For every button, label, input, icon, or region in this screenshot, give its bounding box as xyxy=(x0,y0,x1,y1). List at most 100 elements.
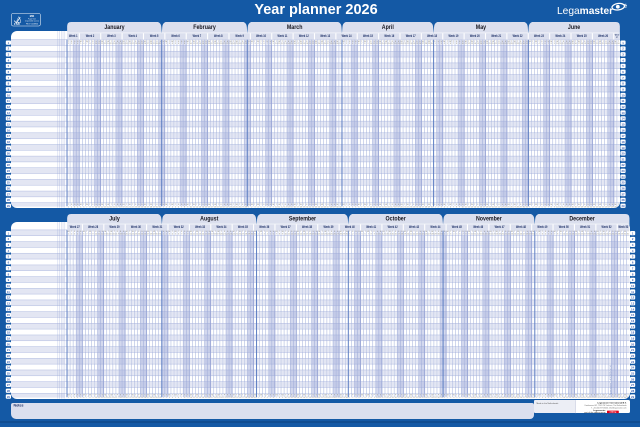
svg-text:26: 26 xyxy=(631,377,635,381)
svg-text:8: 8 xyxy=(89,43,91,45)
svg-text:6: 6 xyxy=(450,43,452,45)
svg-text:7: 7 xyxy=(86,206,88,207)
svg-text:21: 21 xyxy=(410,397,413,399)
svg-text:10: 10 xyxy=(556,43,559,45)
svg-text:Week 9: Week 9 xyxy=(235,34,244,39)
svg-text:14: 14 xyxy=(575,234,578,236)
svg-text:12: 12 xyxy=(562,43,565,45)
svg-text:18: 18 xyxy=(486,43,489,45)
svg-text:5: 5 xyxy=(542,43,544,45)
svg-text:2: 2 xyxy=(251,206,253,207)
svg-text:23: 23 xyxy=(229,234,232,236)
svg-text:31: 31 xyxy=(159,206,162,207)
svg-text:19: 19 xyxy=(122,43,125,45)
svg-text:19: 19 xyxy=(621,146,625,150)
svg-text:23: 23 xyxy=(135,43,138,45)
svg-text:18: 18 xyxy=(394,43,397,45)
svg-text:28: 28 xyxy=(150,234,153,236)
svg-text:26: 26 xyxy=(612,397,615,399)
svg-text:15: 15 xyxy=(7,122,11,126)
svg-text:1: 1 xyxy=(8,41,10,45)
svg-text:10: 10 xyxy=(95,234,98,236)
svg-text:12: 12 xyxy=(382,234,385,236)
svg-text:9: 9 xyxy=(554,206,556,207)
svg-text:26: 26 xyxy=(419,206,422,207)
svg-text:18: 18 xyxy=(119,43,122,45)
svg-text:20: 20 xyxy=(400,206,403,207)
svg-text:2: 2 xyxy=(447,234,449,236)
svg-text:3: 3 xyxy=(349,206,351,207)
svg-text:5: 5 xyxy=(632,255,634,259)
svg-text:5: 5 xyxy=(175,206,177,207)
svg-text:6: 6 xyxy=(178,206,180,207)
svg-text:28: 28 xyxy=(631,389,635,393)
svg-text:17: 17 xyxy=(584,397,587,399)
svg-text:18: 18 xyxy=(486,206,489,207)
svg-text:10: 10 xyxy=(563,397,566,399)
svg-text:5: 5 xyxy=(175,234,177,236)
svg-text:Week 42: Week 42 xyxy=(388,225,398,230)
svg-text:26: 26 xyxy=(520,234,523,236)
svg-text:7: 7 xyxy=(181,397,183,399)
svg-text:Week 40: Week 40 xyxy=(345,225,355,230)
svg-text:14: 14 xyxy=(202,43,205,45)
svg-text:2: 2 xyxy=(346,43,348,45)
svg-text:30: 30 xyxy=(336,206,339,207)
svg-text:23: 23 xyxy=(315,43,318,45)
svg-text:7: 7 xyxy=(361,206,363,207)
svg-text:16: 16 xyxy=(208,206,211,207)
svg-text:6: 6 xyxy=(545,206,547,207)
svg-text:8: 8 xyxy=(456,43,458,45)
svg-text:31: 31 xyxy=(526,43,529,45)
svg-text:December: December xyxy=(569,216,595,223)
svg-text:21: 21 xyxy=(631,348,635,352)
svg-text:14: 14 xyxy=(474,206,477,207)
svg-text:30: 30 xyxy=(346,397,349,399)
svg-text:28: 28 xyxy=(516,206,519,207)
svg-text:17: 17 xyxy=(297,206,300,207)
svg-text:8: 8 xyxy=(270,206,272,207)
svg-text:1: 1 xyxy=(163,234,165,236)
svg-text:3: 3 xyxy=(169,206,171,207)
svg-text:2: 2 xyxy=(166,397,168,399)
svg-text:14: 14 xyxy=(382,206,385,207)
svg-text:8: 8 xyxy=(8,272,10,276)
svg-text:28: 28 xyxy=(425,43,428,45)
svg-text:28: 28 xyxy=(526,397,529,399)
svg-text:13: 13 xyxy=(480,234,483,236)
svg-text:15: 15 xyxy=(621,122,625,126)
svg-text:23: 23 xyxy=(135,397,138,399)
svg-text:8: 8 xyxy=(89,234,91,236)
svg-text:31: 31 xyxy=(627,397,630,399)
svg-text:31: 31 xyxy=(254,397,257,399)
svg-text:27: 27 xyxy=(422,43,425,45)
svg-text:3: 3 xyxy=(74,397,76,399)
svg-text:2: 2 xyxy=(352,234,354,236)
svg-text:26: 26 xyxy=(621,187,625,191)
svg-text:26: 26 xyxy=(324,43,327,45)
svg-text:29: 29 xyxy=(520,206,523,207)
svg-text:19: 19 xyxy=(312,234,315,236)
svg-text:Week 15: Week 15 xyxy=(363,34,373,39)
svg-text:20: 20 xyxy=(502,234,505,236)
svg-text:26: 26 xyxy=(144,206,147,207)
svg-text:17: 17 xyxy=(306,234,309,236)
svg-text:20: 20 xyxy=(587,43,590,45)
svg-text:29: 29 xyxy=(7,395,11,399)
svg-text:1: 1 xyxy=(444,397,446,399)
svg-text:September: September xyxy=(289,216,317,223)
svg-text:13: 13 xyxy=(104,43,107,45)
svg-text:19: 19 xyxy=(584,43,587,45)
svg-text:Week 16: Week 16 xyxy=(384,34,394,39)
svg-text:29: 29 xyxy=(428,206,431,207)
svg-text:24: 24 xyxy=(504,43,507,45)
svg-text:5: 5 xyxy=(8,64,10,68)
svg-text:28: 28 xyxy=(245,397,248,399)
svg-text:9: 9 xyxy=(468,234,470,236)
svg-text:3: 3 xyxy=(441,43,443,45)
svg-text:9: 9 xyxy=(92,397,94,399)
svg-text:13: 13 xyxy=(7,301,11,305)
svg-text:14: 14 xyxy=(202,206,205,207)
svg-text:15: 15 xyxy=(205,206,208,207)
svg-text:Week 52: Week 52 xyxy=(602,225,612,230)
